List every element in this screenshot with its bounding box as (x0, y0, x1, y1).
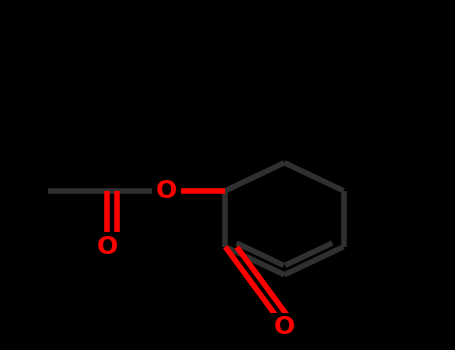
Text: O: O (156, 179, 177, 203)
FancyBboxPatch shape (152, 176, 181, 205)
Text: O: O (96, 235, 117, 259)
FancyBboxPatch shape (92, 232, 121, 261)
FancyBboxPatch shape (270, 313, 299, 342)
Text: O: O (274, 315, 295, 339)
